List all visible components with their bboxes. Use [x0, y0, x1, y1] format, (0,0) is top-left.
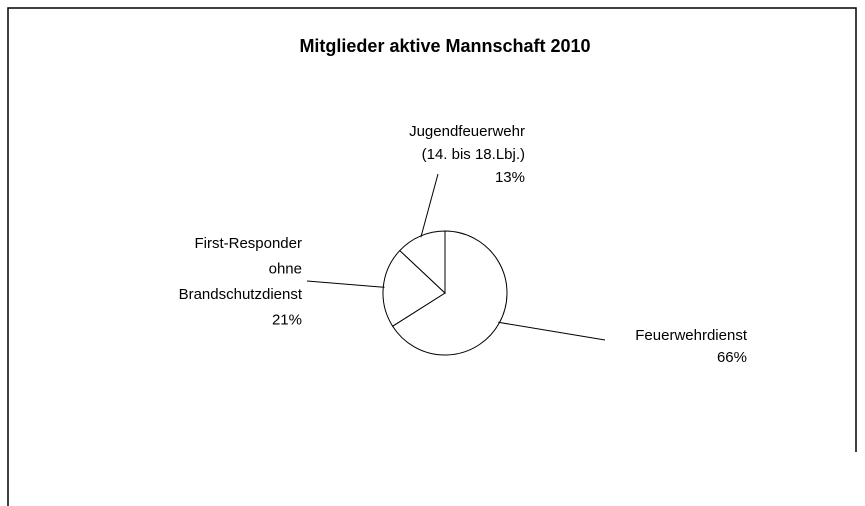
pie-slice	[399, 230, 446, 295]
slice-label: First-Responder	[194, 235, 302, 252]
slice-label: Feuerwehrdienst	[635, 327, 748, 344]
chart-frame	[7, 7, 857, 506]
slice-value-label: 21%	[272, 311, 302, 328]
slice-label: Jugendfeuerwehr	[409, 123, 525, 140]
leader-line	[420, 173, 439, 238]
slice-label: ohne	[269, 260, 302, 277]
leader-line	[498, 321, 606, 341]
slice-value-label: 13%	[495, 169, 525, 186]
chart-title: Mitglieder aktive Mannschaft 2010	[299, 36, 590, 56]
slice-label: Brandschutzdienst	[179, 286, 303, 303]
slice-label: (14. bis 18.Lbj.)	[422, 146, 525, 163]
leader-line	[306, 280, 385, 288]
slice-value-label: 66%	[717, 349, 747, 366]
